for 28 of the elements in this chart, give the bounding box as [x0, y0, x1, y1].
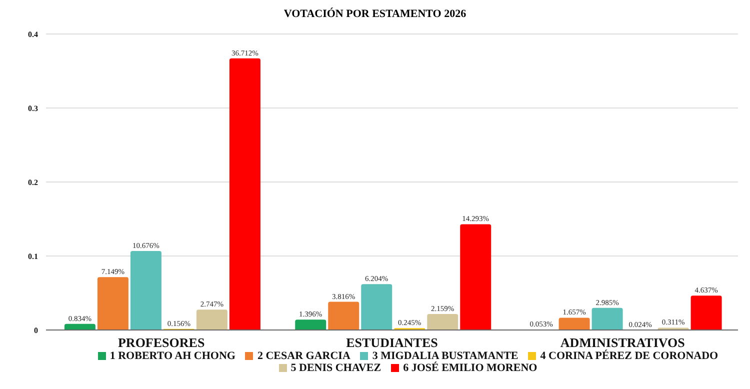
bar — [295, 320, 326, 330]
bar — [328, 302, 360, 330]
legend-label: 3 MIGDALIA BUSTAMANTE — [372, 350, 518, 362]
x-tick-label: ADMINISTRATIVOS — [560, 335, 685, 350]
bar — [97, 277, 128, 330]
bar — [427, 314, 458, 330]
bar — [130, 251, 162, 330]
y-tick-label: 0.3 — [28, 104, 38, 113]
y-tick-label: 0.4 — [28, 30, 38, 39]
y-tick-label: 0.2 — [28, 178, 38, 187]
bar — [690, 296, 722, 330]
legend-label: 1 ROBERTO AH CHONG — [110, 350, 236, 362]
legend-label: 4 CORINA PÉREZ DE CORONADO — [540, 350, 718, 362]
y-tick-label: 0 — [34, 326, 38, 335]
x-tick-label: ESTUDIANTES — [346, 335, 438, 350]
bar — [229, 58, 260, 330]
bar — [64, 324, 96, 330]
legend-label: 5 DENIS CHAVEZ — [290, 362, 382, 374]
x-tick-label: PROFESORES — [118, 335, 205, 350]
bar — [361, 284, 392, 330]
chart-title: VOTACIÓN POR ESTAMENTO 2026 — [282, 8, 468, 22]
bar — [196, 310, 228, 330]
y-tick-label: 0.1 — [28, 252, 38, 261]
legend-label: 2 CESAR GARCIA — [257, 350, 350, 362]
bar — [460, 224, 492, 330]
bar — [592, 308, 623, 330]
bar — [558, 318, 590, 330]
legend-label: 6 JOSÉ EMILIO MORENO — [403, 362, 538, 374]
